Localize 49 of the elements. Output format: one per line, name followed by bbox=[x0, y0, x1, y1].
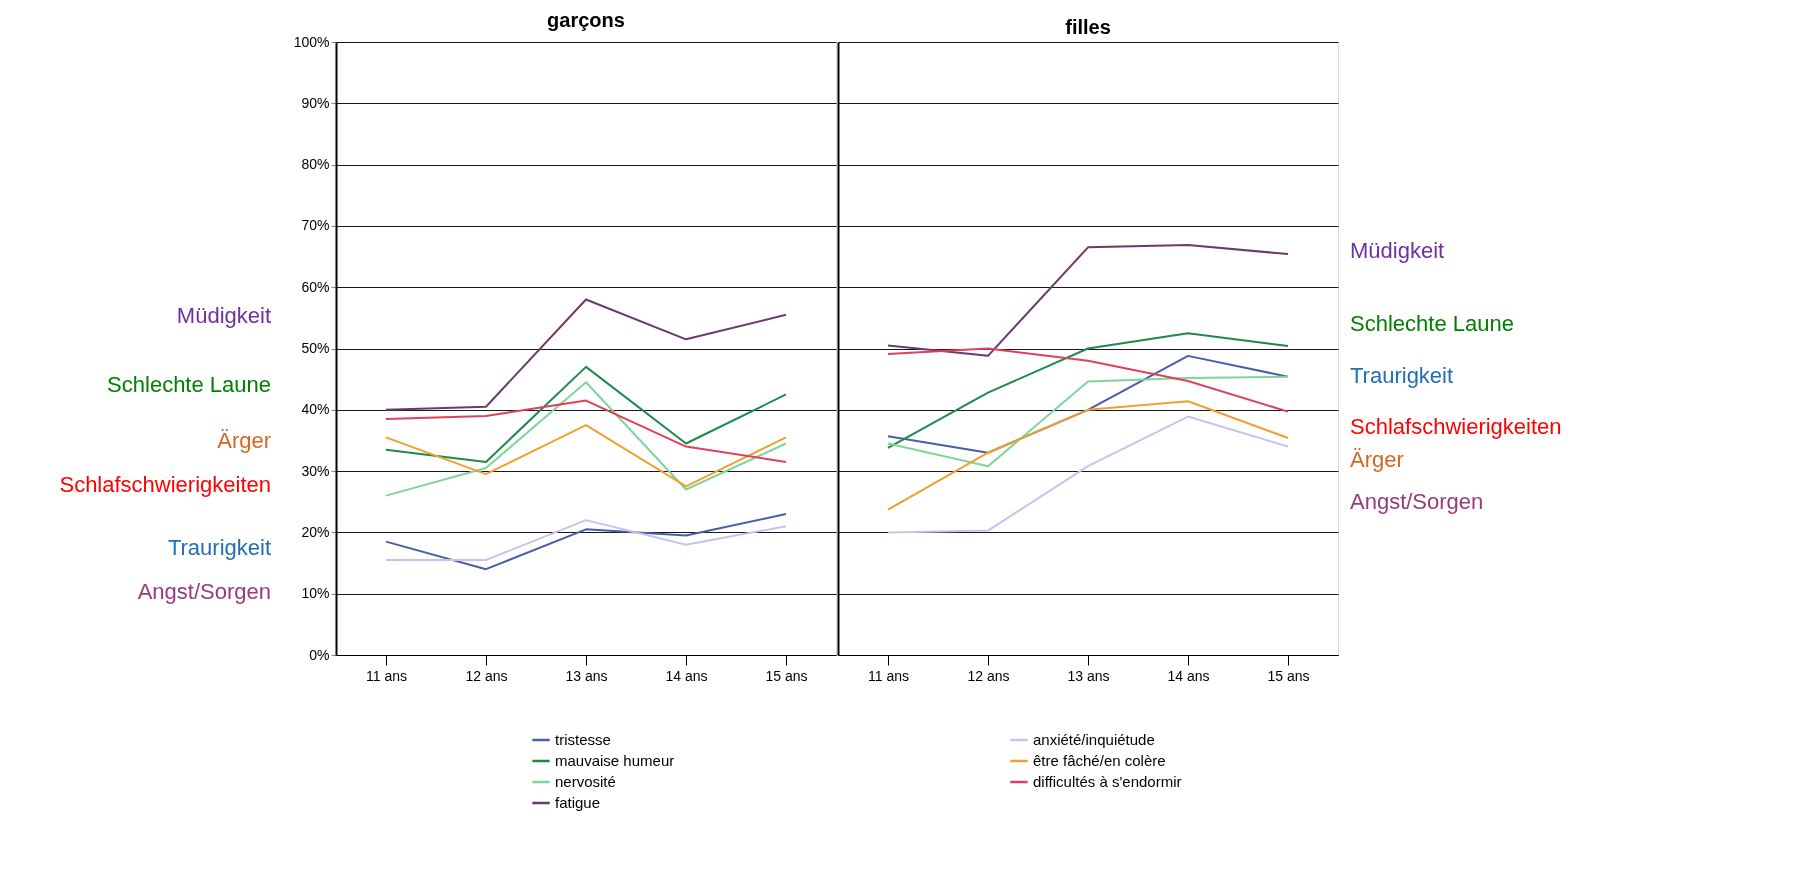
legend-label: être fâché/en colère bbox=[1033, 752, 1166, 769]
text: Schlechte Laune bbox=[107, 372, 271, 397]
x-tick-label: 15 ans bbox=[1267, 667, 1310, 684]
text: Angst/Sorgen bbox=[137, 579, 271, 604]
text: Schlechte Laune bbox=[1350, 311, 1514, 336]
legend-label: tristesse bbox=[555, 731, 611, 748]
text: Schlafschwierigkeiten bbox=[1350, 414, 1562, 439]
x-tick-label: 13 ans bbox=[565, 667, 608, 684]
line-series bbox=[385, 365, 787, 463]
line-series bbox=[385, 513, 787, 571]
legend-label: mauvaise humeur bbox=[555, 752, 675, 769]
text: Ärger bbox=[217, 428, 271, 453]
x-tick-label: 14 ans bbox=[1167, 667, 1210, 684]
legend-label: anxiété/inquiétude bbox=[1033, 731, 1155, 748]
y-tick-label: 70% bbox=[301, 217, 330, 234]
y-tick-label: 50% bbox=[301, 340, 330, 356]
line-series bbox=[385, 381, 787, 497]
y-tick-label: 30% bbox=[301, 462, 330, 479]
legend-label: difficultés à s'endormir bbox=[1033, 773, 1182, 790]
y-tick-label: 90% bbox=[301, 94, 330, 111]
text: Schlafschwierigkeiten bbox=[59, 472, 271, 497]
line-series bbox=[385, 519, 787, 561]
y-tick-label: 100% bbox=[293, 33, 330, 50]
x-tick-label: 14 ans bbox=[665, 667, 708, 684]
x-tick-label: 12 ans bbox=[967, 667, 1010, 684]
x-tick-label: 12 ans bbox=[465, 667, 508, 684]
line-series bbox=[385, 399, 787, 463]
text: Angst/Sorgen bbox=[1350, 489, 1484, 514]
line-series bbox=[385, 424, 787, 488]
y-tick-label: 60% bbox=[301, 278, 330, 295]
legend-label: nervosité bbox=[555, 773, 616, 790]
y-tick-label: 0% bbox=[309, 646, 330, 663]
x-tick-label: 11 ans bbox=[868, 667, 909, 684]
text: Müdigkeit bbox=[1350, 238, 1445, 263]
x-tick-label: 15 ans bbox=[765, 667, 808, 684]
chart-title: garçons bbox=[547, 9, 625, 31]
chart-title: filles bbox=[1065, 16, 1111, 38]
x-tick-label: 11 ans bbox=[366, 667, 407, 684]
x-tick-label: 13 ans bbox=[1067, 667, 1110, 684]
y-tick-label: 80% bbox=[301, 156, 330, 173]
line-series bbox=[385, 298, 787, 411]
text: Müdigkeit bbox=[176, 303, 271, 328]
legend-label: fatigue bbox=[555, 794, 601, 811]
text: Ärger bbox=[1350, 447, 1404, 472]
text: Traurigkeit bbox=[167, 535, 271, 560]
y-tick-label: 20% bbox=[301, 523, 330, 540]
y-tick-label: 40% bbox=[301, 401, 330, 418]
y-tick-label: 10% bbox=[301, 585, 330, 602]
text: Traurigkeit bbox=[1350, 363, 1454, 388]
